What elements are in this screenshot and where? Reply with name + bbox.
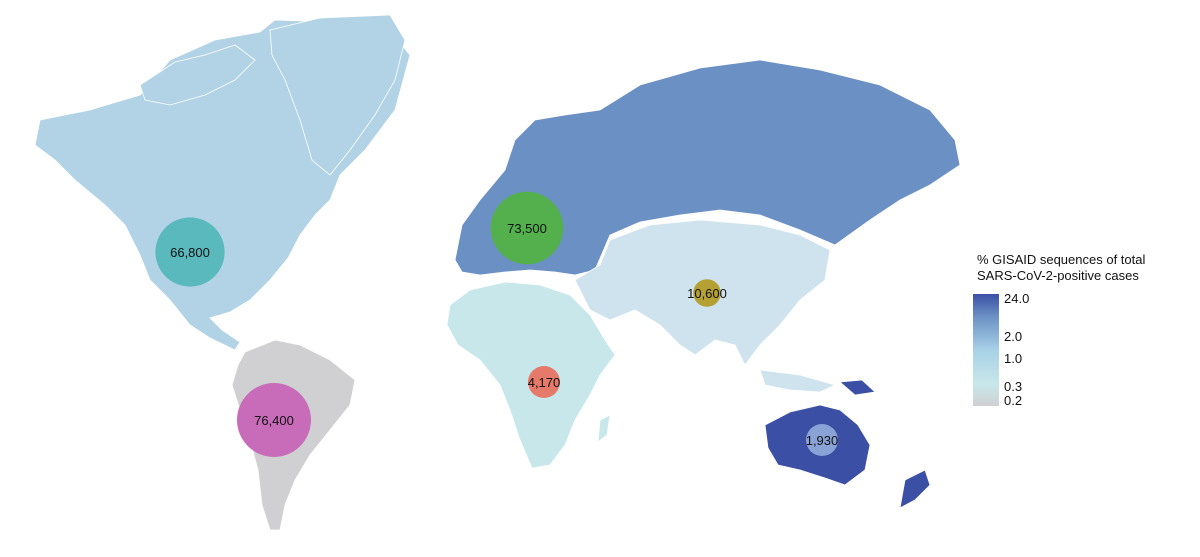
legend-title: % GISAID sequences of total SARS-CoV-2-p… xyxy=(977,252,1145,284)
legend-title-line2: SARS-CoV-2-positive cases xyxy=(977,268,1139,283)
bubble-label-asia: 10,600 xyxy=(687,286,727,301)
bubble-asia xyxy=(693,279,721,307)
bubble-label-north-america: 66,800 xyxy=(170,245,210,260)
bubble-oceania xyxy=(806,424,838,456)
legend-colorbar xyxy=(973,294,999,406)
legend-tick-0-3: 0.3 xyxy=(1004,379,1023,394)
region-greenland xyxy=(269,14,406,176)
legend-title-line1: % GISAID sequences of total xyxy=(977,252,1146,267)
bubble-europe xyxy=(490,191,564,265)
bubble-africa xyxy=(528,366,560,398)
bubble-label-oceania: 1,930 xyxy=(806,433,839,448)
legend-tick-2: 2.0 xyxy=(1004,329,1023,344)
bubble-south-america xyxy=(237,383,311,457)
region-se-asia-islands xyxy=(759,369,837,393)
region-new-zealand xyxy=(899,469,931,509)
bubble-label-africa: 4,170 xyxy=(528,375,561,390)
region-arctic-islands xyxy=(139,44,256,106)
bubble-layer: 66,800 76,400 73,500 10,600 4,170 1,930 xyxy=(155,191,839,457)
bubble-north-america xyxy=(155,217,225,287)
bubble-label-europe: 73,500 xyxy=(507,221,547,236)
region-europe-russia xyxy=(454,59,961,276)
legend-tick-0-2: 0.2 xyxy=(1004,393,1023,408)
region-papua xyxy=(839,379,876,396)
bubble-label-south-america: 76,400 xyxy=(254,413,294,428)
region-madagascar xyxy=(597,414,611,443)
legend-tick-1: 1.0 xyxy=(1004,351,1023,366)
legend-tick-24: 24.0 xyxy=(1004,291,1030,306)
